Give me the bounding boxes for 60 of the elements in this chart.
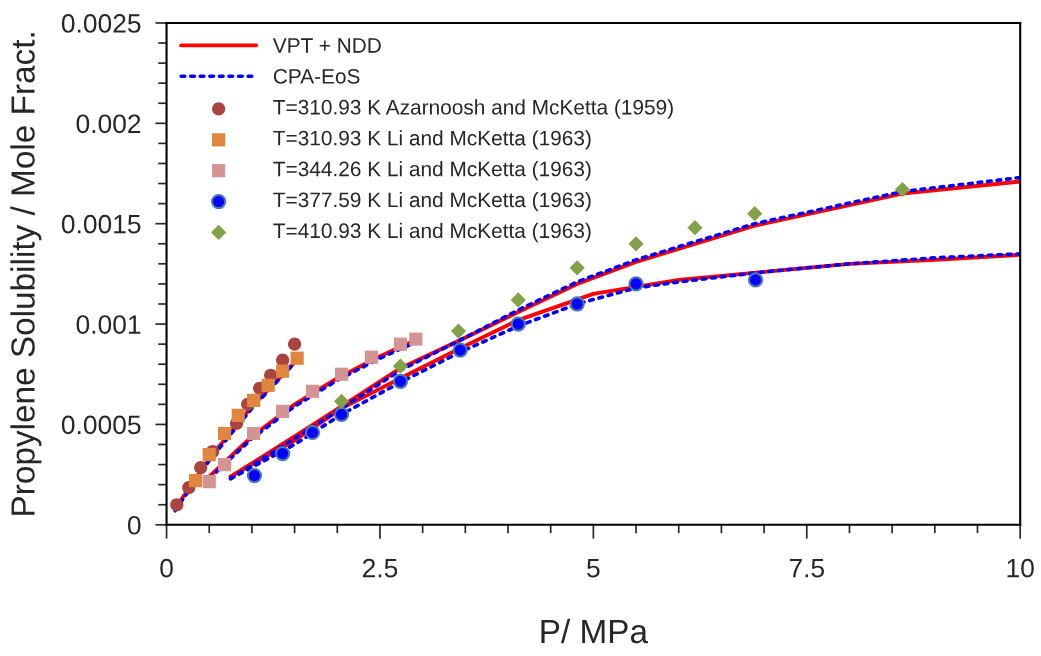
point xyxy=(276,404,290,418)
point xyxy=(275,445,291,462)
point xyxy=(569,260,585,276)
legend-label: T=410.93 K Li and McKetta (1963) xyxy=(273,222,591,243)
y-axis-title: Propylene Solubility / Mole Fract. xyxy=(10,33,42,515)
point xyxy=(628,236,644,252)
point xyxy=(333,393,350,409)
point xyxy=(276,353,290,367)
point xyxy=(392,358,409,374)
x-tick-label: 7.5 xyxy=(789,559,825,578)
y-tick-label: 0.001 xyxy=(76,315,141,334)
point xyxy=(392,373,409,389)
point xyxy=(450,323,467,339)
y-tick-label: 0.0005 xyxy=(61,415,141,435)
point xyxy=(334,367,349,381)
point xyxy=(409,332,423,346)
legend-label: T=310.93 K Azarnoosh and McKetta (1959) xyxy=(273,99,673,119)
y-tick-label: 0.002 xyxy=(76,114,141,134)
point xyxy=(247,393,261,407)
point xyxy=(202,447,216,462)
point xyxy=(288,337,302,351)
point xyxy=(188,474,203,488)
point xyxy=(276,364,290,378)
point xyxy=(747,206,763,222)
point xyxy=(194,461,208,475)
legend-label: CPA-EoS xyxy=(273,68,360,84)
point xyxy=(304,424,321,441)
x-tick-label: 0 xyxy=(160,558,173,578)
x-tick-label: 10 xyxy=(1007,558,1034,578)
point xyxy=(894,181,910,198)
x-tick-label: 2.5 xyxy=(362,558,398,578)
y-tick-label: 0.0025 xyxy=(61,14,141,33)
y-tick-label: 0 xyxy=(127,515,141,535)
point xyxy=(170,498,184,512)
legend-label: T=344.26 K Li and McKetta (1963) xyxy=(273,161,591,181)
point xyxy=(218,426,232,441)
point xyxy=(202,475,216,489)
point xyxy=(569,296,585,312)
legend-label: T=310.93 K Li and McKetta (1963) xyxy=(273,130,591,150)
point xyxy=(247,426,261,441)
point xyxy=(747,272,764,288)
x-axis-title: P/ MPa xyxy=(541,618,649,644)
point xyxy=(452,342,468,358)
point xyxy=(333,406,350,423)
point xyxy=(393,337,408,351)
legend-label: T=377.59 K Li and McKetta (1963) xyxy=(273,191,591,212)
point xyxy=(305,384,320,398)
point xyxy=(687,220,703,236)
y-tick-label: 0.0015 xyxy=(61,214,141,234)
legend-label: VPT + NDD xyxy=(272,38,381,53)
point xyxy=(261,378,275,392)
point xyxy=(510,292,526,308)
point xyxy=(290,351,304,365)
point xyxy=(628,276,644,292)
point xyxy=(218,457,232,472)
point xyxy=(231,408,245,422)
x-tick-label: 5 xyxy=(587,559,600,578)
point xyxy=(246,467,263,484)
point xyxy=(510,316,526,332)
point xyxy=(364,350,379,364)
